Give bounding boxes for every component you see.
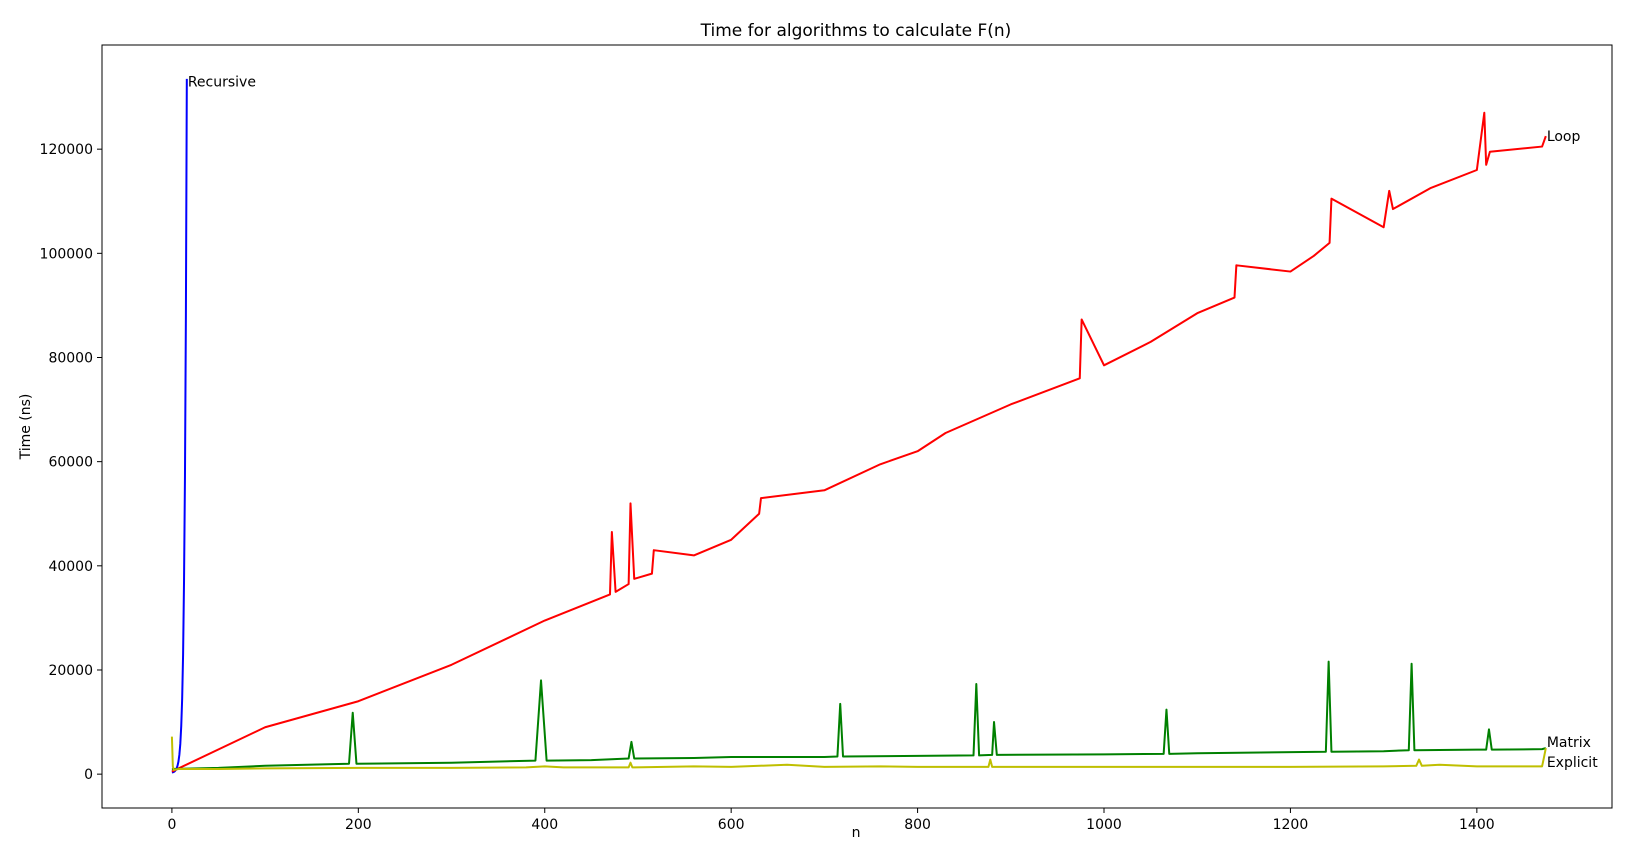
series-label-explicit: Explicit: [1547, 755, 1598, 771]
y-tick-label: 40000: [48, 559, 93, 575]
plot-area: 0 200 400 600 800 1000 1200 1400 0 20000 40000 6000…: [40, 44, 1613, 833]
x-axis-label: n: [852, 825, 861, 841]
series-line-matrix: [171, 660, 1547, 770]
series-label-loop: Loop: [1547, 129, 1581, 145]
x-tick-label: 400: [531, 817, 558, 833]
x-tick-label: 1000: [1086, 817, 1122, 833]
series-label-matrix: Matrix: [1547, 735, 1591, 751]
series-line-recursive: [171, 78, 188, 774]
series-line-explicit: [170, 736, 1547, 771]
y-tick-label: 80000: [48, 350, 93, 366]
series-label-recursive: Recursive: [188, 74, 256, 90]
y-tick-label: 120000: [40, 142, 93, 158]
y-tick-label: 60000: [48, 455, 93, 471]
x-tick-label: 1200: [1273, 817, 1309, 833]
plot-frame: [101, 44, 1613, 809]
x-tick-label: 200: [345, 817, 372, 833]
chart-title: Time for algorithms to calculate F(n): [700, 21, 1012, 41]
x-tick-label: 0: [167, 817, 176, 833]
y-tick-label: 20000: [48, 663, 93, 679]
y-tick-label: 100000: [40, 246, 93, 262]
x-tick-label: 1400: [1459, 817, 1495, 833]
series-line-loop: [171, 111, 1547, 773]
x-tick-label: 600: [718, 817, 745, 833]
y-tick-label: 0: [84, 767, 93, 783]
x-tick-label: 800: [904, 817, 931, 833]
y-axis-label: Time (ns): [18, 394, 34, 461]
